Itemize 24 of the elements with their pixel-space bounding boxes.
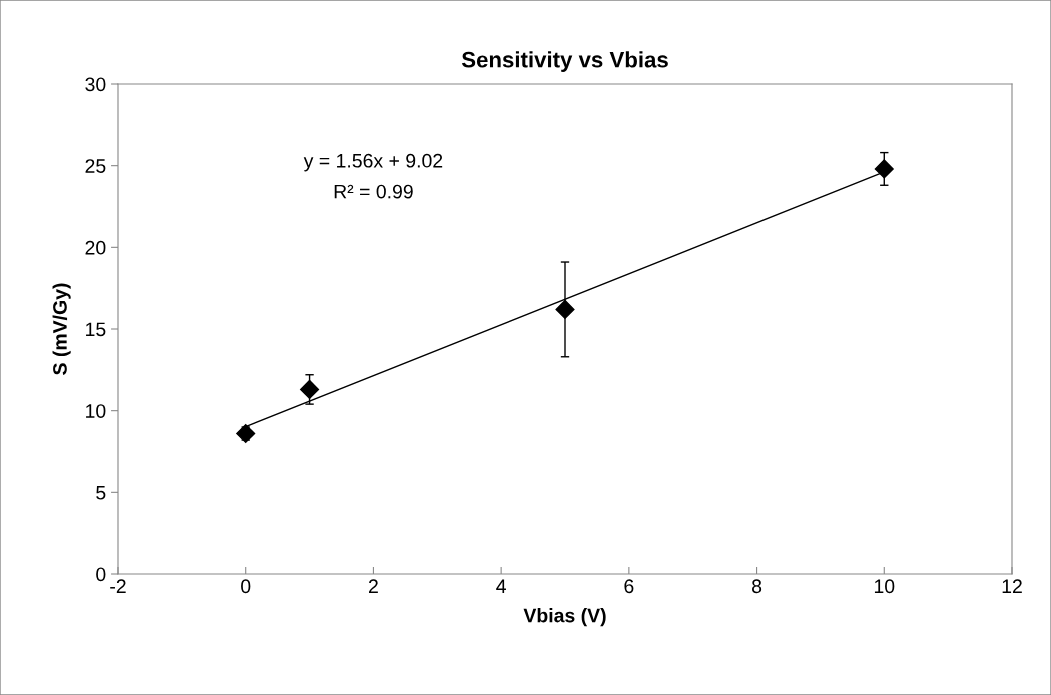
chart-title: Sensitivity vs Vbias	[461, 51, 668, 72]
y-tick-label: 25	[85, 159, 106, 173]
y-tick-label: 20	[85, 240, 106, 255]
point	[874, 159, 894, 179]
x-tick-label: 10	[874, 579, 895, 594]
x-tick-label: 12	[1002, 579, 1022, 593]
x-tick-label: 4	[496, 579, 506, 593]
x-axis-title: Vbias (V)	[523, 608, 606, 627]
y-tick-label: 5	[96, 486, 106, 500]
point	[300, 379, 320, 399]
point	[555, 299, 575, 319]
x-tick-label: 0	[241, 579, 251, 594]
point	[236, 423, 256, 444]
y-tick-label: 0	[96, 567, 106, 582]
y-axis-title: S (mV/Gy)	[52, 283, 71, 375]
annotation: y = 1.56x + 9.02	[303, 153, 443, 172]
y-tick-label: 10	[86, 404, 106, 418]
x-tick-label: 8	[752, 579, 762, 594]
y-tick-label: 30	[85, 77, 106, 92]
x-tick-label: -2	[110, 579, 126, 593]
y-tick-label: 15	[86, 322, 106, 337]
x-tick-label: 2	[369, 579, 378, 593]
x-tick-label: 6	[624, 579, 634, 594]
annotation: R² = 0.99	[334, 184, 413, 199]
